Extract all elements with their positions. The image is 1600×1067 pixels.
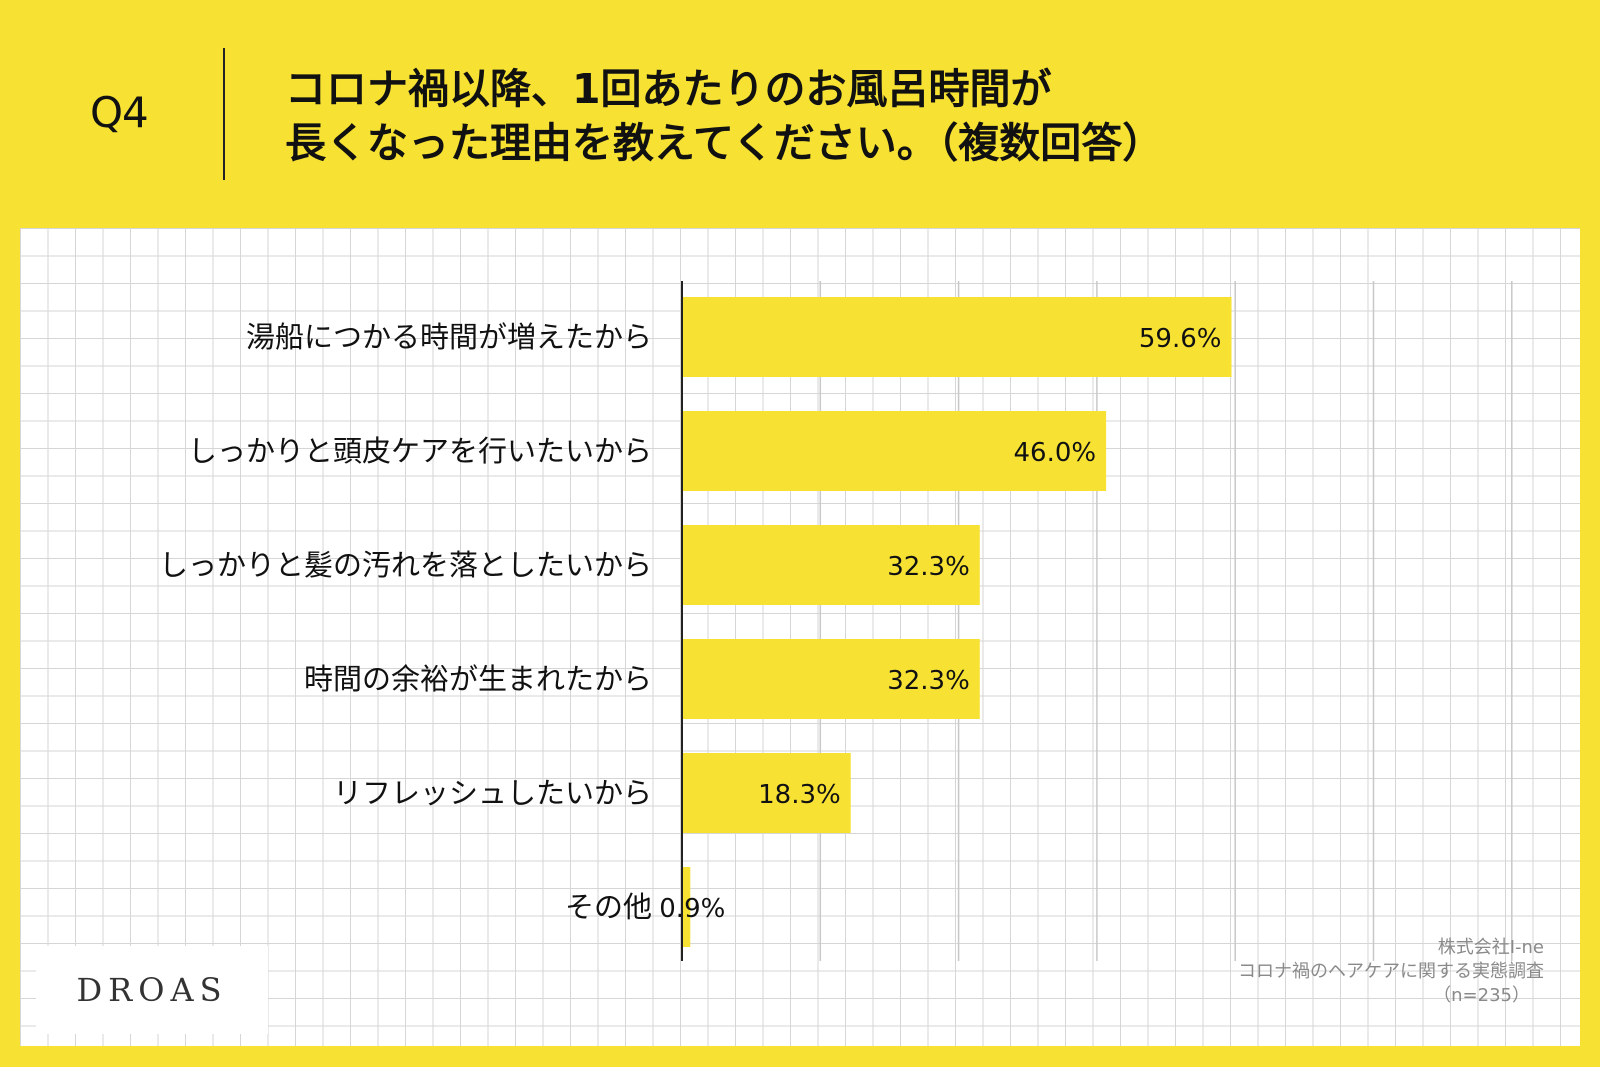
bar-5 (682, 753, 851, 833)
header-divider (223, 48, 225, 180)
bar-value-label-1: 59.6% (1139, 324, 1222, 354)
bar-6 (682, 867, 691, 947)
category-label-3: しっかりと髪の汚れを落としたいから (158, 548, 652, 582)
category-label-5: リフレッシュしたいから (332, 776, 652, 810)
bar-3 (682, 525, 980, 605)
question-header: Q4 コロナ禍以降、1回あたりのお風呂時間が 長くなった理由を教えてください。（… (0, 0, 1600, 228)
category-label-6: その他 (564, 890, 652, 924)
bar-4 (682, 639, 980, 719)
bar-2 (682, 411, 1107, 491)
bar-value-label-2: 46.0% (1014, 438, 1097, 468)
bar-1 (682, 297, 1232, 377)
droas-logo: DROAS (36, 946, 268, 1034)
bar-chart: 59.6% 46.0% 32.3% 32.3% 18.3% 0.9% (659, 281, 1513, 961)
source-company: 株式会社I-ne (1437, 937, 1544, 958)
question-title-line-1: コロナ禍以降、1回あたりのお風呂時間が (285, 65, 1052, 113)
question-number: Q4 (90, 88, 149, 137)
bar-value-label-3: 32.3% (887, 552, 970, 582)
category-label-1: 湯船につかる時間が増えたから (245, 320, 652, 354)
category-label-2: しっかりと頭皮ケアを行いたいから (187, 434, 652, 468)
chart-panel: 59.6% 46.0% 32.3% 32.3% 18.3% 0.9% 湯船につかる時間が増… (20, 228, 1580, 1046)
source-survey: コロナ禍のヘアケアに関する実態調査 (1238, 961, 1544, 982)
bar-value-label-5: 18.3% (758, 780, 841, 810)
category-label-4: 時間の余裕が生まれたから (303, 662, 652, 696)
question-title-line-2: 長くなった理由を教えてください。（複数回答） (285, 119, 1164, 167)
question-title: コロナ禍以降、1回あたりのお風呂時間が 長くなった理由を教えてください。（複数回… (285, 62, 1545, 170)
bar-value-label-6: 0.9% (659, 894, 725, 924)
bar-value-label-4: 32.3% (887, 666, 970, 696)
source-credit: 株式会社I-ne コロナ禍のヘアケアに関する実態調査 （n=235） (1238, 936, 1544, 1008)
sample-size: （n=235） (1433, 985, 1530, 1006)
